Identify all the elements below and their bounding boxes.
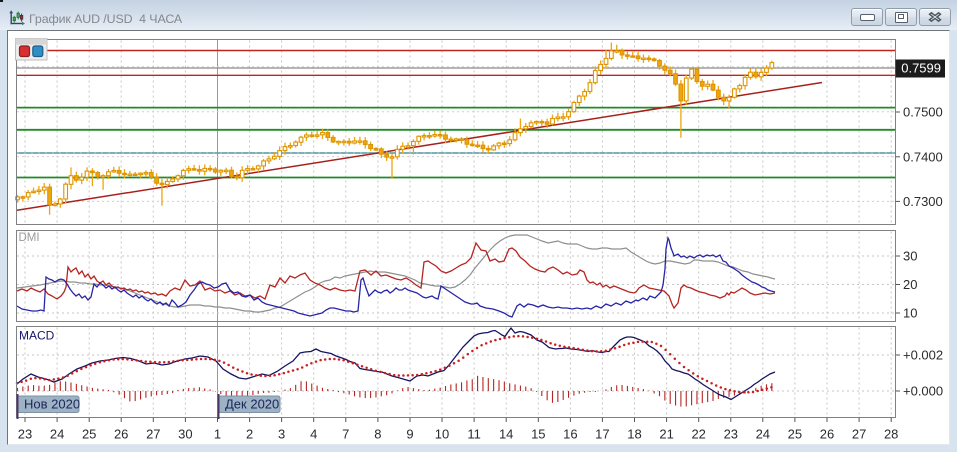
- svg-text:0.7599: 0.7599: [901, 61, 941, 76]
- svg-text:10: 10: [903, 306, 917, 321]
- svg-text:17: 17: [595, 427, 609, 442]
- svg-text:25: 25: [788, 427, 802, 442]
- svg-text:+0.002: +0.002: [903, 348, 943, 363]
- svg-text:4: 4: [310, 427, 317, 442]
- svg-text:DMI: DMI: [19, 232, 40, 244]
- svg-text:28: 28: [884, 427, 898, 442]
- svg-text:26: 26: [820, 427, 834, 442]
- svg-text:26: 26: [114, 427, 128, 442]
- svg-text:30: 30: [178, 427, 192, 442]
- svg-text:+0.000: +0.000: [903, 384, 943, 399]
- svg-text:0.7400: 0.7400: [903, 149, 943, 164]
- svg-text:20: 20: [903, 277, 917, 292]
- svg-text:9: 9: [406, 427, 413, 442]
- svg-text:30: 30: [903, 249, 917, 264]
- svg-text:27: 27: [146, 427, 160, 442]
- svg-text:2: 2: [246, 427, 253, 442]
- svg-text:15: 15: [531, 427, 545, 442]
- svg-text:23: 23: [724, 427, 738, 442]
- svg-text:8: 8: [374, 427, 381, 442]
- svg-text:21: 21: [659, 427, 673, 442]
- svg-text:Дек 2020: Дек 2020: [225, 397, 279, 412]
- svg-text:7: 7: [342, 427, 349, 442]
- svg-text:25: 25: [82, 427, 96, 442]
- svg-text:27: 27: [852, 427, 866, 442]
- svg-text:24: 24: [50, 427, 64, 442]
- svg-text:11: 11: [467, 427, 481, 442]
- svg-text:0.7300: 0.7300: [903, 194, 943, 209]
- svg-text:22: 22: [691, 427, 705, 442]
- svg-text:10: 10: [435, 427, 449, 442]
- svg-text:Нов 2020: Нов 2020: [24, 397, 80, 412]
- svg-text:1: 1: [214, 427, 221, 442]
- svg-text:14: 14: [499, 427, 513, 442]
- svg-text:23: 23: [18, 427, 32, 442]
- svg-text:24: 24: [756, 427, 770, 442]
- svg-text:0.7500: 0.7500: [903, 105, 943, 120]
- svg-text:3: 3: [278, 427, 285, 442]
- svg-text:MACD: MACD: [19, 329, 55, 343]
- svg-text:18: 18: [627, 427, 641, 442]
- svg-text:16: 16: [563, 427, 577, 442]
